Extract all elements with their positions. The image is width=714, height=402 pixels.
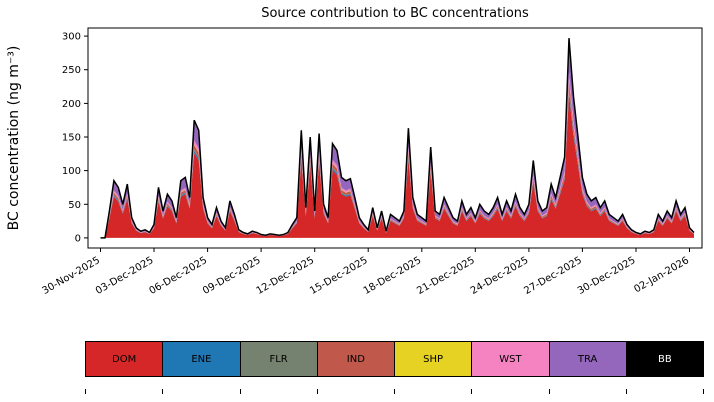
x-tick-label: 27-Dec-2025 — [522, 255, 584, 297]
plot-areas — [100, 38, 695, 239]
legend: DOM ENE FLR IND SHP WST TRA BB — [85, 341, 704, 377]
y-tick-label: 150 — [62, 133, 81, 144]
area-series-dom — [100, 94, 694, 238]
y-tick-label: 0 — [75, 233, 81, 244]
x-tick-label: 06-Dec-2025 — [148, 255, 210, 297]
legend-axis-tick — [394, 389, 395, 394]
legend-item-dom: DOM — [85, 341, 164, 377]
legend-axis-tick — [85, 389, 86, 394]
x-tick-label: 03-Dec-2025 — [94, 255, 156, 297]
legend-item-wst: WST — [471, 341, 550, 377]
bc-stacked-area-chart: 0 50 100 150 200 250 300 30-Nov-202503-Dec-2025… — [6, 6, 703, 297]
legend-axis-tick — [316, 389, 318, 394]
x-tick-label: 02-Jan-2026 — [632, 255, 691, 295]
axes: 0 50 100 150 200 250 300 30-Nov-202503-Dec-2025… — [41, 27, 703, 297]
legend-axis-tick — [471, 389, 473, 394]
total-outline-line — [100, 38, 695, 239]
legend-item-ene: ENE — [162, 341, 241, 377]
x-tick-label: 30-Dec-2025 — [576, 255, 638, 297]
legend-axis-tick — [703, 389, 704, 394]
plot-border — [87, 27, 703, 249]
x-tick-label: 09-Dec-2025 — [201, 255, 263, 297]
chart-title: Source contribution to BC concentrations — [261, 6, 529, 21]
legend-item-ind: IND — [316, 341, 395, 377]
x-tick-label: 30-Nov-2025 — [41, 255, 102, 297]
legend-item-tra: TRA — [548, 341, 627, 377]
x-tick-label: 12-Dec-2025 — [255, 255, 317, 297]
y-axis-label: BC concentration (ng m⁻³) — [6, 46, 22, 231]
y-tick-label: 50 — [68, 200, 81, 211]
x-tick-label: 18-Dec-2025 — [362, 255, 424, 297]
legend-axis — [85, 389, 704, 395]
legend-item-shp: SHP — [394, 341, 473, 377]
legend-item-flr: FLR — [239, 341, 318, 377]
x-tick-label: 21-Dec-2025 — [415, 255, 477, 297]
y-tick-label: 300 — [62, 32, 81, 43]
legend-axis-tick — [239, 389, 241, 394]
y-tick-label: 100 — [62, 166, 81, 177]
legend-axis-tick — [625, 389, 627, 394]
legend-axis-tick — [548, 389, 550, 394]
x-tick-label: 24-Dec-2025 — [469, 255, 531, 297]
y-tick-label: 200 — [62, 99, 81, 110]
x-tick-label: 15-Dec-2025 — [308, 255, 370, 297]
legend-axis-tick — [162, 389, 164, 394]
y-tick-label: 250 — [62, 65, 81, 76]
legend-item-bb: BB — [625, 341, 704, 377]
